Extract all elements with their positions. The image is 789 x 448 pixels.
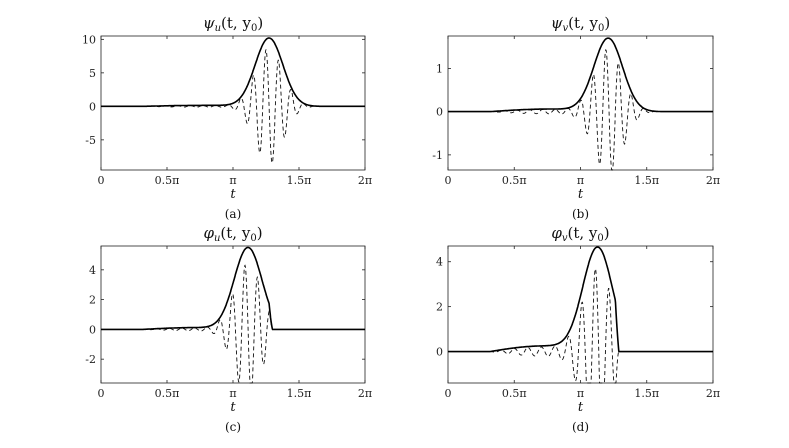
x-tick-label: 0.5π xyxy=(502,174,527,187)
panel-a: 0 0.5π π 1.5π 2π -5 0 5 10 ψu(t, y0) t (a) xyxy=(82,14,372,221)
x-axis-label: t xyxy=(230,187,236,202)
x-tick-label: 0 xyxy=(445,387,452,400)
panel-caption: (b) xyxy=(572,207,589,221)
y-tick-label: 2 xyxy=(89,294,96,307)
y-tick-label: 5 xyxy=(89,67,96,80)
y-tick-label: 1 xyxy=(436,62,443,75)
x-tick-label: 0 xyxy=(98,387,105,400)
y-tick-label: 0 xyxy=(436,346,443,359)
x-tick-label: π xyxy=(577,174,584,187)
panel-caption: (c) xyxy=(225,420,241,434)
solid-series-line xyxy=(448,246,713,353)
y-tick-label: -1 xyxy=(432,149,443,162)
plot-frame xyxy=(447,35,714,171)
x-tick-label: 0.5π xyxy=(502,387,527,400)
panel-title: ψu(t, y0) xyxy=(203,14,263,34)
plot-frame xyxy=(100,245,366,384)
y-tick-label: 0 xyxy=(89,100,96,113)
y-tick-label: -5 xyxy=(85,134,96,147)
y-tick-label: 0 xyxy=(89,323,96,336)
dashed-series-line xyxy=(448,268,713,384)
x-tick-label: 0 xyxy=(445,174,452,187)
x-tick-label: 2π xyxy=(706,174,720,187)
x-tick-label: 1.5π xyxy=(634,387,659,400)
y-tick-label: 4 xyxy=(89,264,96,277)
solid-series-line xyxy=(101,246,365,331)
panel-title: φu(t, y0) xyxy=(203,224,262,244)
x-tick-label: π xyxy=(229,174,236,187)
x-tick-label: 0 xyxy=(98,174,105,187)
x-axis-label: t xyxy=(578,400,584,415)
solid-series-line xyxy=(448,37,713,113)
panel-title: ψv(t, y0) xyxy=(551,14,611,34)
x-tick-label: 1.5π xyxy=(287,174,312,187)
y-tick-label: 4 xyxy=(436,256,443,269)
panel-caption: (d) xyxy=(572,420,589,434)
x-tick-label: 0.5π xyxy=(155,174,180,187)
x-tick-label: 1.5π xyxy=(287,387,312,400)
x-tick-label: 2π xyxy=(358,387,372,400)
x-tick-label: 1.5π xyxy=(634,174,659,187)
y-tick-label: 2 xyxy=(436,301,443,314)
y-tick-label: 0 xyxy=(436,106,443,119)
panel-title: φv(t, y0) xyxy=(551,224,609,244)
panel-d: 0 0.5π π 1.5π 2π 0 2 4 φv(t, y0) t (d) xyxy=(436,224,720,434)
dashed-series-line xyxy=(448,48,713,171)
y-tick-label: 10 xyxy=(82,33,96,46)
solid-series-line xyxy=(101,37,365,108)
x-tick-label: 2π xyxy=(706,387,720,400)
x-tick-label: π xyxy=(229,387,236,400)
panel-caption: (a) xyxy=(225,207,242,221)
x-axis-label: t xyxy=(230,400,236,415)
x-tick-label: 0.5π xyxy=(155,387,180,400)
x-tick-label: 2π xyxy=(358,174,372,187)
x-axis-label: t xyxy=(578,187,584,202)
x-tick-label: π xyxy=(577,387,584,400)
y-tick-label: -2 xyxy=(85,353,96,366)
panel-c: 0 0.5π π 1.5π 2π -2 0 2 4 φu(t, y0) t (c) xyxy=(85,224,372,434)
